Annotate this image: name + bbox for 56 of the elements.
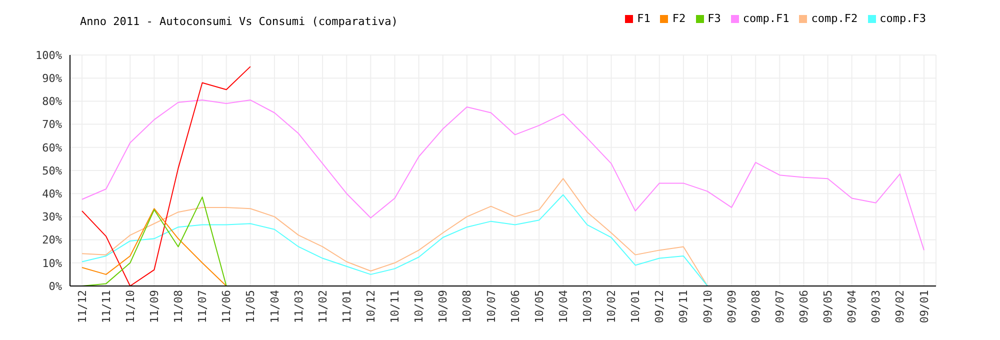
x-tick-label: 11/01 — [340, 290, 354, 324]
x-tick-label: 09/06 — [798, 290, 811, 324]
x-tick-label: 11/08 — [172, 290, 186, 324]
y-tick-label: 20% — [42, 234, 62, 247]
x-tick-label: 10/08 — [460, 290, 474, 324]
legend-label: F2 — [672, 12, 686, 25]
x-tick-label: 09/03 — [870, 290, 883, 324]
x-tick-label: 10/10 — [412, 290, 426, 324]
y-tick-label: 100% — [36, 48, 62, 62]
x-tick-label: 10/05 — [532, 290, 546, 324]
x-tick-label: 11/12 — [76, 290, 89, 324]
legend-label: F1 — [637, 12, 650, 25]
x-tick-label: 09/11 — [677, 290, 690, 324]
x-tick-label: 10/06 — [508, 290, 522, 324]
x-tick-label: 11/06 — [220, 290, 234, 324]
x-tick-label: 11/05 — [244, 290, 258, 324]
x-tick-label: 11/07 — [196, 290, 210, 324]
legend-label: comp.F2 — [811, 12, 858, 25]
x-tick-label: 11/11 — [100, 290, 113, 324]
legend-label: comp.F1 — [742, 12, 790, 25]
y-tick-label: 40% — [42, 188, 62, 201]
x-tick-label: 09/07 — [773, 290, 786, 324]
x-tick-label: 11/03 — [292, 290, 306, 324]
y-tick-label: 70% — [42, 118, 62, 132]
x-tick-label: 10/12 — [364, 290, 378, 324]
x-tick-label: 10/03 — [581, 290, 594, 324]
legend-label: comp.F3 — [880, 12, 926, 25]
y-tick-label: 80% — [42, 95, 62, 108]
line-series — [82, 66, 251, 286]
x-tick-label: 09/08 — [749, 290, 762, 324]
x-tick-label: 09/09 — [725, 290, 738, 324]
y-tick-label: 30% — [42, 210, 62, 224]
x-tick-label: 09/04 — [846, 290, 859, 324]
x-tick-label: 10/11 — [388, 290, 402, 324]
legend-label: F3 — [708, 12, 721, 25]
x-tick-label: 10/02 — [605, 290, 618, 324]
x-tick-label: 10/04 — [556, 290, 570, 324]
x-tick-label: 09/12 — [653, 290, 666, 324]
y-tick-label: 60% — [42, 141, 62, 154]
y-tick-label: 50% — [42, 164, 62, 178]
x-tick-label: 09/01 — [918, 290, 931, 324]
x-tick-label: 11/02 — [316, 290, 330, 324]
x-tick-label: 11/09 — [148, 290, 161, 324]
x-tick-label: 10/07 — [484, 290, 498, 324]
y-tick-label: 0% — [48, 280, 62, 293]
x-tick-label: 09/05 — [822, 290, 835, 324]
x-tick-label: 09/02 — [894, 290, 907, 324]
x-tick-label: 10/01 — [629, 290, 642, 324]
line-series — [82, 100, 924, 251]
x-tick-label: 11/04 — [268, 290, 282, 324]
y-tick-label: 90% — [42, 72, 62, 86]
chart-title: Anno 2011 - Autoconsumi Vs Consumi (comparativa) — [80, 15, 398, 28]
y-tick-label: 10% — [42, 256, 62, 270]
x-tick-label: 09/10 — [701, 290, 714, 324]
x-tick-label: 10/09 — [436, 290, 450, 324]
x-tick-label: 11/10 — [124, 290, 137, 324]
